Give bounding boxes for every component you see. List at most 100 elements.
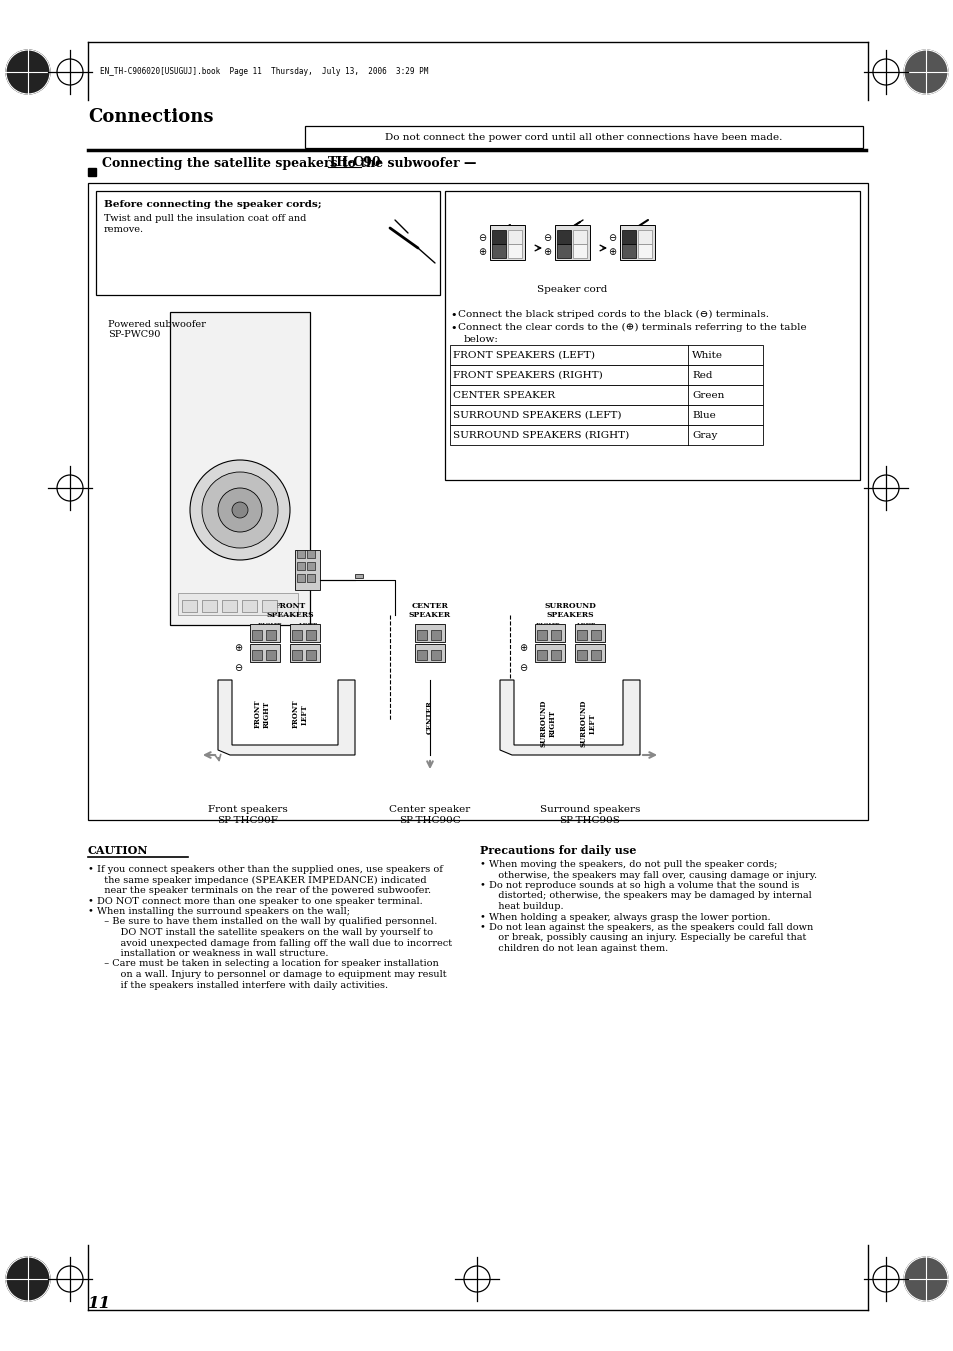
Text: Red: Red <box>691 370 712 380</box>
Bar <box>431 630 440 640</box>
Text: Do not connect the power cord until all other connections have been made.: Do not connect the power cord until all … <box>385 132 781 142</box>
Bar <box>557 230 571 245</box>
Text: • When holding a speaker, always grasp the lower portion.: • When holding a speaker, always grasp t… <box>479 912 770 921</box>
Bar <box>294 550 319 590</box>
Bar <box>290 644 319 662</box>
Bar <box>415 644 444 662</box>
Bar <box>266 650 275 661</box>
Bar <box>262 600 276 612</box>
Text: Green: Green <box>691 390 723 400</box>
Text: CAUTION: CAUTION <box>88 844 149 857</box>
Bar <box>590 650 600 661</box>
Text: FRONT SPEAKERS (RIGHT): FRONT SPEAKERS (RIGHT) <box>453 370 602 380</box>
Bar <box>242 600 256 612</box>
Bar <box>306 650 315 661</box>
Text: CENTER: CENTER <box>426 700 434 734</box>
Bar <box>88 168 96 176</box>
Text: SURROUND SPEAKERS (LEFT): SURROUND SPEAKERS (LEFT) <box>453 411 620 420</box>
Bar <box>638 245 651 258</box>
Text: Twist and pull the insulation coat off and: Twist and pull the insulation coat off a… <box>104 213 306 223</box>
Text: otherwise, the speakers may fall over, causing damage or injury.: otherwise, the speakers may fall over, c… <box>492 870 817 880</box>
Circle shape <box>903 1256 947 1301</box>
Bar <box>292 630 302 640</box>
Text: FRONT
RIGHT: FRONT RIGHT <box>253 700 271 728</box>
Text: SURROUND SPEAKERS (RIGHT): SURROUND SPEAKERS (RIGHT) <box>453 431 629 439</box>
Polygon shape <box>218 680 355 755</box>
Text: White: White <box>691 350 722 359</box>
Bar <box>416 630 427 640</box>
Bar <box>305 126 862 149</box>
Bar <box>202 600 216 612</box>
Bar <box>450 345 762 365</box>
Text: below:: below: <box>463 335 498 345</box>
Bar <box>250 644 280 662</box>
Bar <box>307 562 314 570</box>
Text: ⊕: ⊕ <box>518 643 526 653</box>
Text: • DO NOT connect more than one speaker to one speaker terminal.: • DO NOT connect more than one speaker t… <box>88 897 422 905</box>
Bar <box>557 245 571 258</box>
Bar <box>551 630 560 640</box>
Text: Connect the black striped cords to the black (⊖) terminals.: Connect the black striped cords to the b… <box>457 309 768 319</box>
Text: Before connecting the speaker cords;: Before connecting the speaker cords; <box>104 200 321 209</box>
Bar <box>537 630 546 640</box>
Text: SP-PWC90: SP-PWC90 <box>108 330 160 339</box>
Bar <box>638 230 651 245</box>
Bar <box>307 550 314 558</box>
Text: SP-THC90F: SP-THC90F <box>217 816 278 825</box>
Text: ⊕: ⊕ <box>542 247 551 257</box>
Text: Surround speakers: Surround speakers <box>539 805 639 815</box>
Bar <box>252 630 262 640</box>
Text: ⊖: ⊖ <box>542 232 551 243</box>
Bar <box>355 574 363 578</box>
Bar <box>170 312 310 626</box>
Text: or break, possibly causing an injury. Especially be careful that: or break, possibly causing an injury. Es… <box>492 934 805 943</box>
Circle shape <box>6 1256 50 1301</box>
Bar <box>575 624 604 642</box>
Text: if the speakers installed interfere with daily activities.: if the speakers installed interfere with… <box>108 981 388 989</box>
Text: installation or weakness in wall structure.: installation or weakness in wall structu… <box>108 948 328 958</box>
Text: Precautions for daily use: Precautions for daily use <box>479 844 636 857</box>
Text: – Care must be taken in selecting a location for speaker installation: – Care must be taken in selecting a loca… <box>98 959 438 969</box>
Text: •: • <box>450 309 456 320</box>
Bar <box>222 600 236 612</box>
Text: ⊖: ⊖ <box>607 232 616 243</box>
Bar <box>450 426 762 444</box>
Text: LEFT: LEFT <box>298 621 317 630</box>
Bar <box>96 190 439 295</box>
Text: avoid unexpected damage from falling off the wall due to incorrect: avoid unexpected damage from falling off… <box>108 939 452 947</box>
Bar <box>507 245 521 258</box>
Text: distorted; otherwise, the speakers may be damaged by internal: distorted; otherwise, the speakers may b… <box>492 892 811 901</box>
Circle shape <box>903 50 947 95</box>
Text: LEFT: LEFT <box>576 621 595 630</box>
Bar <box>621 245 636 258</box>
Bar <box>573 230 586 245</box>
Text: EN_TH-C906020[USUGUJ].book  Page 11  Thursday,  July 13,  2006  3:29 PM: EN_TH-C906020[USUGUJ].book Page 11 Thurs… <box>100 68 428 77</box>
Text: • When installing the surround speakers on the wall;: • When installing the surround speakers … <box>88 907 350 916</box>
Text: • Do not reproduce sounds at so high a volume that the sound is: • Do not reproduce sounds at so high a v… <box>479 881 799 890</box>
Text: – Be sure to have them installed on the wall by qualified personnel.: – Be sure to have them installed on the … <box>98 917 436 927</box>
Bar <box>450 385 762 405</box>
Text: • If you connect speakers other than the supplied ones, use speakers of: • If you connect speakers other than the… <box>88 865 442 874</box>
Bar <box>306 630 315 640</box>
Bar <box>535 624 564 642</box>
Text: • Do not lean against the speakers, as the speakers could fall down: • Do not lean against the speakers, as t… <box>479 923 812 932</box>
Circle shape <box>202 471 277 549</box>
Text: near the speaker terminals on the rear of the powered subwoofer.: near the speaker terminals on the rear o… <box>98 886 431 894</box>
Text: RIGHT: RIGHT <box>257 621 282 630</box>
Bar <box>296 574 305 582</box>
Text: heat buildup.: heat buildup. <box>492 902 563 911</box>
Text: SP-THC90S: SP-THC90S <box>559 816 619 825</box>
Bar <box>492 230 505 245</box>
Text: ⊕: ⊕ <box>477 247 485 257</box>
Circle shape <box>218 488 262 532</box>
Text: Gray: Gray <box>691 431 717 439</box>
Bar <box>555 226 589 259</box>
Bar <box>292 650 302 661</box>
Text: FRONT
SPEAKERS: FRONT SPEAKERS <box>266 603 314 619</box>
Bar <box>551 650 560 661</box>
Text: SURROUND
SPEAKERS: SURROUND SPEAKERS <box>543 603 596 619</box>
Text: RIGHT: RIGHT <box>536 621 559 630</box>
Text: Front speakers: Front speakers <box>208 805 288 815</box>
Text: • When moving the speakers, do not pull the speaker cords;: • When moving the speakers, do not pull … <box>479 861 777 869</box>
Text: Speaker cord: Speaker cord <box>537 285 607 295</box>
